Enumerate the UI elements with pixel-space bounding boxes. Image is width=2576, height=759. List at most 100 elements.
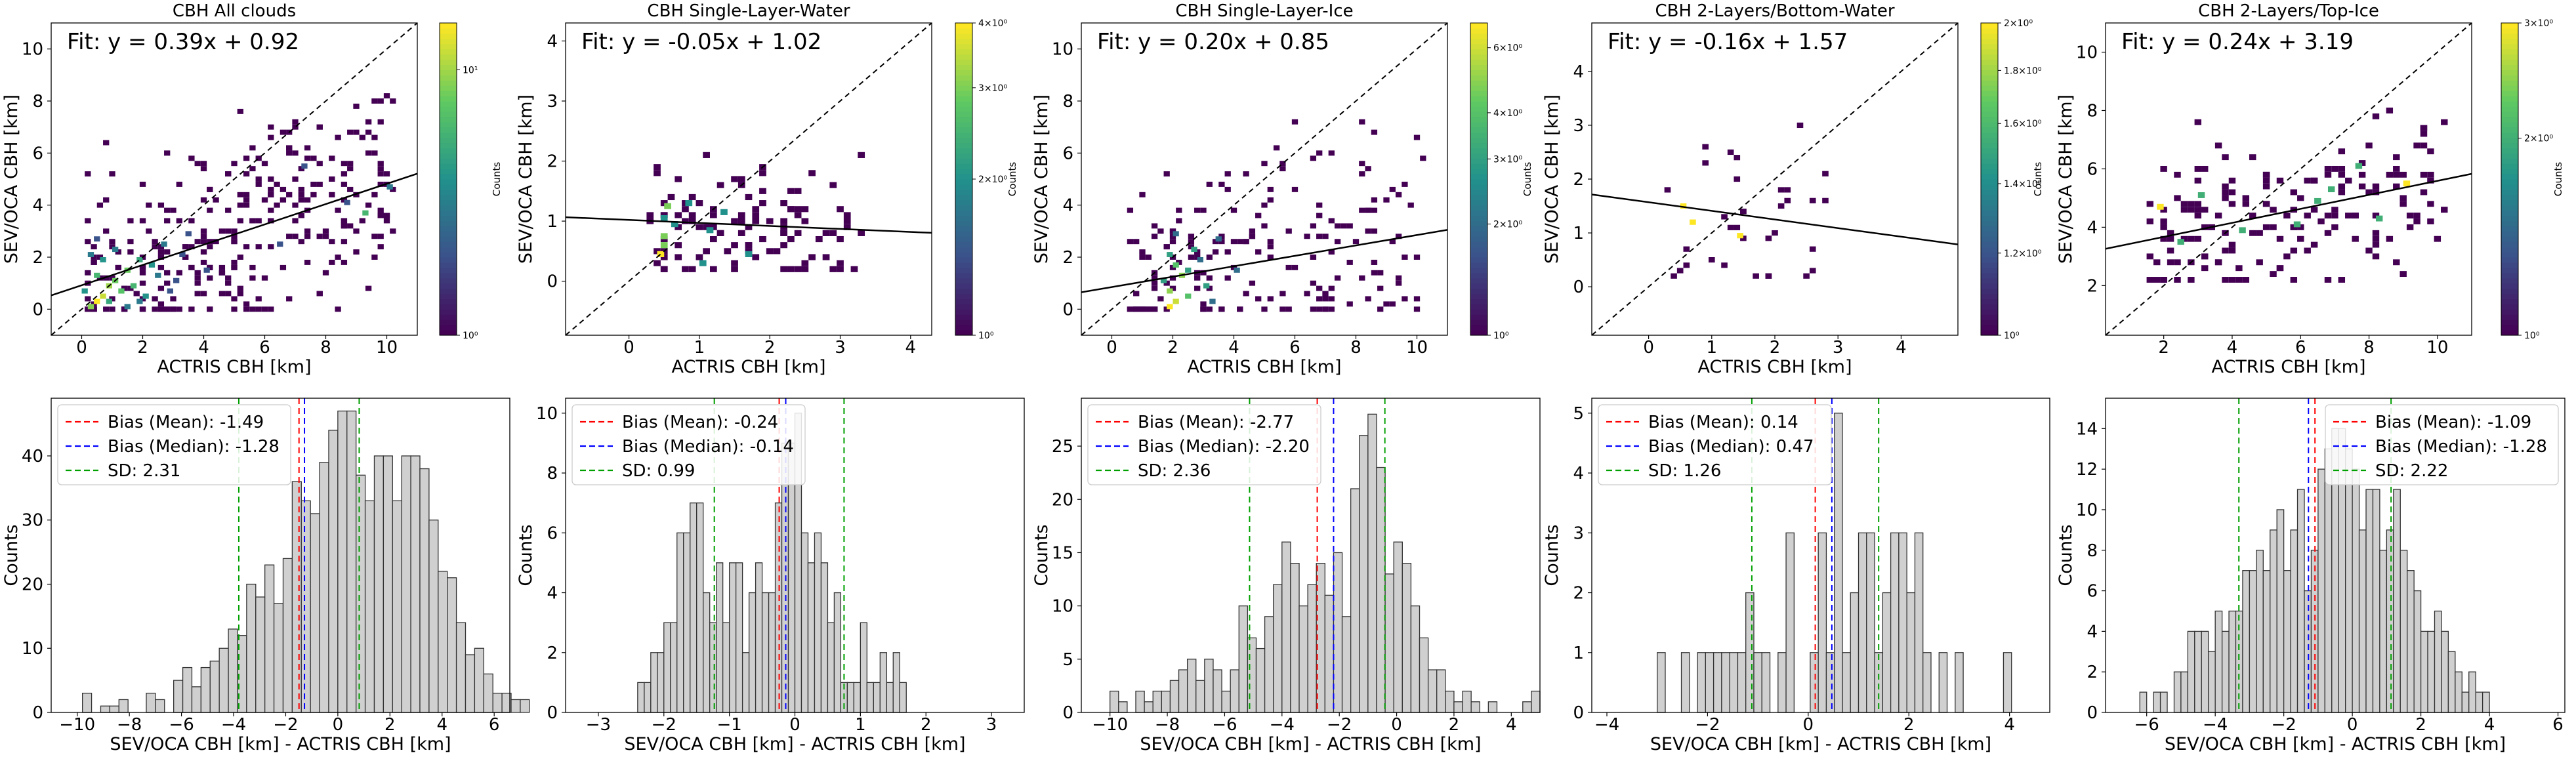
heatmap-cell bbox=[268, 124, 274, 130]
axes-frame bbox=[2105, 22, 2472, 336]
histogram-bar bbox=[833, 592, 842, 713]
colorbar-segment bbox=[1981, 80, 1998, 86]
heatmap-cell bbox=[207, 186, 213, 192]
colorbar-segment bbox=[440, 153, 457, 159]
heatmap-cell bbox=[1413, 255, 1421, 260]
x-tick-label: −3 bbox=[586, 715, 611, 735]
heatmap-cell bbox=[243, 306, 250, 312]
heatmap-cell bbox=[1169, 228, 1176, 234]
x-tick-label: −2 bbox=[652, 715, 676, 735]
heatmap-cell bbox=[2228, 189, 2236, 195]
histogram-bar bbox=[447, 577, 457, 713]
heatmap-cell bbox=[1310, 255, 1317, 260]
histogram-bar bbox=[2276, 509, 2285, 713]
heatmap-cell bbox=[2324, 213, 2332, 219]
heatmap-cell bbox=[2222, 195, 2229, 201]
heatmap-cell bbox=[1383, 301, 1390, 307]
heatmap-cell bbox=[2228, 277, 2236, 283]
heatmap-cell bbox=[1206, 275, 1213, 281]
legend-mean-label: Bias (Mean): -1.09 bbox=[2375, 413, 2531, 432]
heatmap-cell bbox=[1267, 239, 1274, 245]
colorbar-segment bbox=[1470, 304, 1487, 310]
heatmap-cell bbox=[341, 171, 348, 177]
heatmap-cell bbox=[1316, 150, 1323, 156]
heatmap-cell bbox=[688, 194, 696, 201]
heatmap-cell bbox=[737, 212, 745, 218]
y-tick-label: 4 bbox=[1062, 196, 1073, 216]
heatmap-cell bbox=[2160, 218, 2167, 224]
heatmap-cell bbox=[170, 296, 177, 302]
colorbar-tick-label: 10⁰ bbox=[2524, 331, 2540, 341]
heatmap-cell bbox=[801, 218, 809, 224]
heatmap-cell bbox=[383, 213, 390, 218]
heatmap-cell bbox=[268, 218, 274, 224]
heatmap-cell bbox=[1285, 264, 1292, 270]
histogram-bar bbox=[1721, 652, 1730, 713]
heatmap-cell bbox=[142, 293, 149, 299]
x-tick-label: 4 bbox=[2004, 715, 2015, 735]
y-axis-label: Counts bbox=[1542, 524, 1562, 586]
histogram-bar bbox=[1419, 637, 1429, 713]
colorbar-segment bbox=[1981, 49, 1998, 55]
heatmap-cell bbox=[1328, 249, 1335, 255]
heatmap-cell bbox=[94, 236, 100, 242]
heatmap-cell bbox=[752, 254, 760, 260]
histogram-bar bbox=[1882, 592, 1892, 713]
colorbar-tick-label: 1.6×10⁰ bbox=[2004, 119, 2042, 129]
heatmap-cell bbox=[1359, 119, 1365, 125]
heatmap-cell bbox=[1279, 291, 1286, 297]
colorbar-segment bbox=[955, 330, 972, 336]
heatmap-cell bbox=[2174, 195, 2181, 201]
heatmap-cell bbox=[737, 176, 745, 182]
heatmap-cell bbox=[2194, 177, 2202, 184]
colorbar-tick-label: 2×10⁰ bbox=[2004, 18, 2033, 29]
histogram-bar bbox=[2159, 691, 2168, 713]
colorbar-segment bbox=[1470, 106, 1487, 112]
colorbar-segment bbox=[2501, 293, 2518, 300]
y-tick-label: 2 bbox=[1062, 248, 1073, 268]
histogram-bar bbox=[1384, 573, 1394, 713]
heatmap-cell bbox=[182, 255, 189, 260]
heatmap-cell bbox=[200, 161, 207, 167]
histogram-bar bbox=[2003, 652, 2012, 713]
histogram-bar bbox=[2262, 570, 2271, 713]
heatmap-cell bbox=[2174, 277, 2181, 283]
heatmap-cell bbox=[2167, 247, 2174, 254]
histogram-bar bbox=[2420, 630, 2428, 713]
heatmap-cell bbox=[103, 197, 110, 203]
colorbar-segment bbox=[1981, 283, 1998, 289]
heatmap-cell bbox=[2160, 224, 2167, 230]
heatmap-cell bbox=[2262, 224, 2270, 230]
heatmap-cell bbox=[1346, 301, 1353, 307]
colorbar: 10⁰ 2×10⁰ 3×10⁰ 4×10⁰ Counts bbox=[955, 18, 1018, 341]
heatmap-cell bbox=[268, 207, 274, 213]
heatmap-cell bbox=[341, 223, 348, 229]
heatmap-cell bbox=[720, 209, 728, 215]
heatmap-cell bbox=[1224, 249, 1231, 255]
histogram-bar bbox=[428, 520, 439, 713]
y-tick-label: 6 bbox=[2087, 582, 2098, 602]
histogram-bar bbox=[2270, 529, 2277, 713]
colorbar-segment bbox=[2501, 49, 2518, 55]
heatmap-cell bbox=[759, 188, 766, 194]
heatmap-cell bbox=[127, 249, 134, 255]
heatmap-cell bbox=[347, 129, 354, 135]
colorbar-segment bbox=[955, 236, 972, 242]
y-tick-label: 3 bbox=[1573, 523, 1584, 543]
histogram-bar bbox=[301, 500, 311, 713]
heatmap-cell bbox=[2317, 218, 2325, 224]
x-axis-label: ACTRIS CBH [km] bbox=[1697, 357, 1852, 377]
colorbar-segment bbox=[1470, 226, 1487, 232]
heatmap-cell bbox=[752, 206, 760, 213]
heatmap-cell bbox=[1328, 285, 1335, 291]
colorbar-segment bbox=[955, 169, 972, 174]
histogram-bar bbox=[1427, 669, 1438, 713]
heatmap-cell bbox=[1173, 231, 1179, 237]
colorbar-segment bbox=[1981, 111, 1998, 117]
heatmap-cell bbox=[1185, 267, 1192, 273]
x-tick-label: −4 bbox=[2203, 715, 2228, 735]
colorbar-segment bbox=[1470, 194, 1487, 201]
heatmap-cell bbox=[335, 207, 341, 213]
colorbar-tick-label: 6×10⁰ bbox=[1493, 43, 1522, 54]
histogram-bar bbox=[676, 532, 684, 713]
